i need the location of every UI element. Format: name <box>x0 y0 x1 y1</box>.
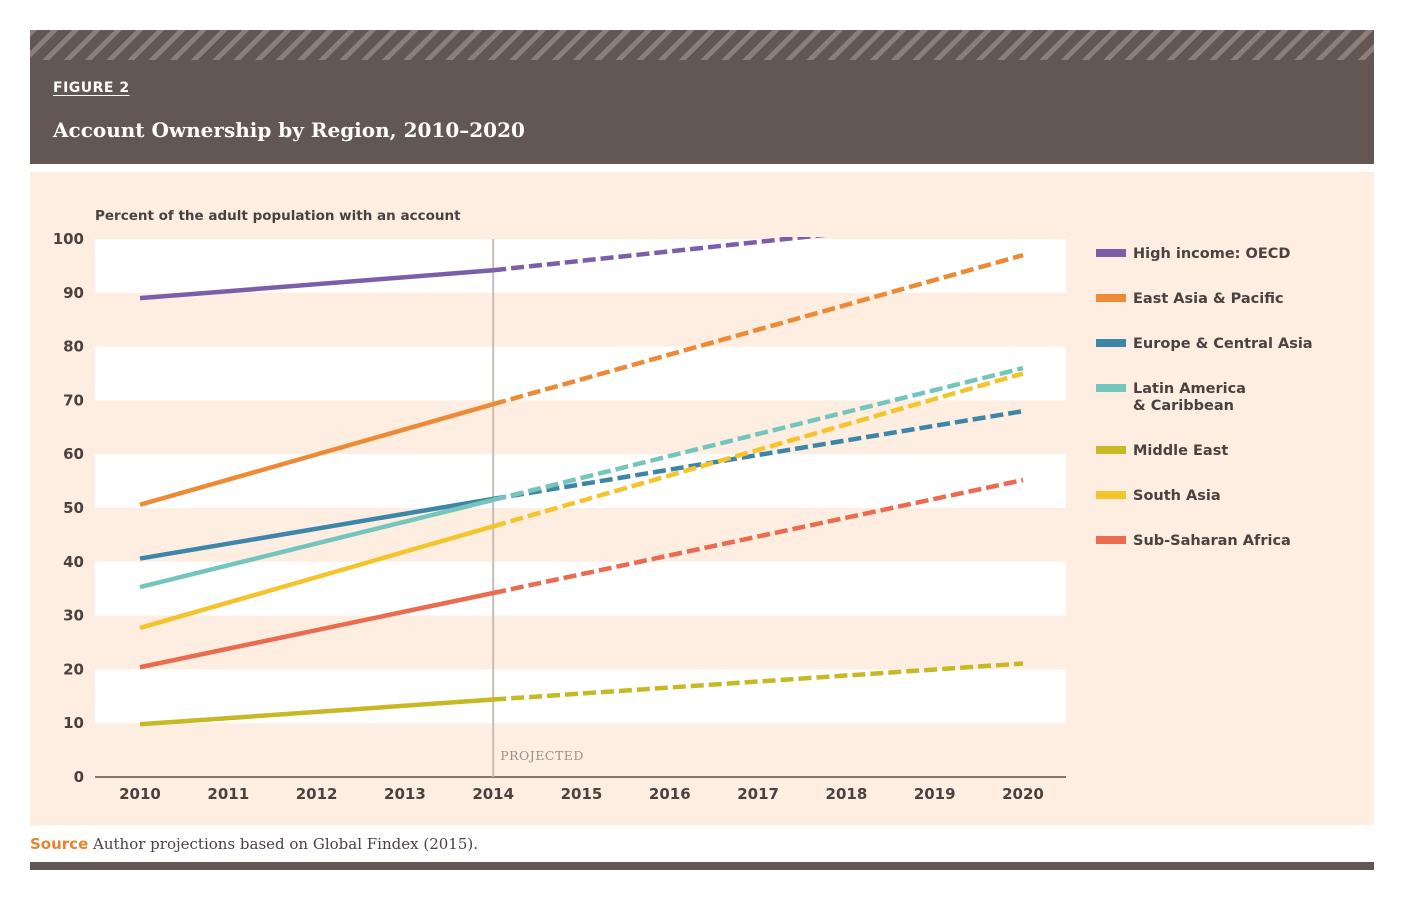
legend-swatch-high-income-oecd <box>1096 249 1126 257</box>
grid-band <box>95 561 1066 616</box>
figure-title: Account Ownership by Region, 2010–2020 <box>53 118 525 142</box>
y-tick-label: 20 <box>63 660 84 678</box>
legend-label-high-income-oecd: High income: OECD <box>1133 246 1290 262</box>
header-stripes <box>30 30 1374 60</box>
chart-panel: Percent of the adult population with an … <box>30 172 1374 825</box>
line-chart: Percent of the adult population with an … <box>53 208 1313 803</box>
source-note: Source Author projections based on Globa… <box>30 835 478 853</box>
y-tick-label: 50 <box>63 499 84 517</box>
y-tick-label: 30 <box>63 607 84 625</box>
legend-swatch-south-asia <box>1096 491 1126 499</box>
legend-label-south-asia: South Asia <box>1133 488 1221 504</box>
x-tick-label: 2018 <box>826 785 868 803</box>
series-line-latin-america-caribbean-observed <box>139 497 494 590</box>
y-tick-label: 0 <box>74 768 84 786</box>
series-line-sub-saharan-africa-observed <box>139 590 494 670</box>
x-tick-label: 2017 <box>737 785 779 803</box>
legend-swatch-middle-east <box>1096 446 1126 454</box>
y-tick-label: 10 <box>63 714 84 732</box>
series-line-south-asia-projected <box>492 371 1024 529</box>
series-line-high-income-oecd-observed <box>139 267 494 301</box>
figure-label: FIGURE 2 <box>53 80 130 96</box>
legend-swatch-sub-saharan-africa <box>1096 536 1126 544</box>
y-axis-label: Percent of the adult population with an … <box>95 208 461 224</box>
source-text: Author projections based on Global Finde… <box>93 835 478 853</box>
y-tick-label: 70 <box>63 391 84 409</box>
legend-swatch-latin-america-caribbean <box>1096 384 1126 392</box>
legend-label-sub-saharan-africa: Sub-Saharan Africa <box>1133 533 1291 549</box>
series-line-europe-central-asia-observed <box>139 496 494 561</box>
x-tick-label: 2019 <box>914 785 956 803</box>
x-tick-label: 2020 <box>1002 785 1044 803</box>
x-tick-label: 2013 <box>384 785 426 803</box>
y-tick-label: 40 <box>63 553 84 571</box>
bottom-rule <box>30 862 1374 870</box>
legend-swatch-east-asia-pacific <box>1096 294 1126 302</box>
legend-label-europe-central-asia: Europe & Central Asia <box>1133 336 1313 352</box>
y-tick-label: 90 <box>63 284 84 302</box>
x-tick-label: 2012 <box>296 785 338 803</box>
projected-label: PROJECTED <box>500 748 584 763</box>
legend-label-east-asia-pacific: East Asia & Pacific <box>1133 291 1284 307</box>
legend-label-middle-east: Middle East <box>1133 443 1228 459</box>
y-tick-label: 60 <box>63 445 84 463</box>
series-line-sub-saharan-africa-projected <box>492 477 1024 596</box>
x-tick-label: 2011 <box>207 785 249 803</box>
series-line-middle-east-projected <box>493 661 1024 702</box>
legend-swatch-europe-central-asia <box>1096 339 1126 347</box>
series-line-latin-america-caribbean-projected <box>492 365 1024 503</box>
grid-band <box>95 239 1066 293</box>
x-tick-label: 2010 <box>119 785 161 803</box>
series-line-east-asia-pacific-observed <box>139 402 494 507</box>
series-line-middle-east-observed <box>139 697 494 727</box>
series-line-east-asia-pacific-projected <box>492 252 1024 407</box>
legend-label-latin-america-caribbean: Latin America & Caribbean <box>1133 381 1246 414</box>
x-tick-label: 2014 <box>472 785 514 803</box>
x-tick-label: 2015 <box>561 785 603 803</box>
y-tick-label: 100 <box>53 230 84 248</box>
grid-band <box>95 346 1066 401</box>
series-line-south-asia-observed <box>139 524 494 631</box>
y-tick-label: 80 <box>63 338 84 356</box>
source-label: Source <box>30 835 89 853</box>
figure-header: FIGURE 2 Account Ownership by Region, 20… <box>30 30 1374 164</box>
x-tick-label: 2016 <box>649 785 691 803</box>
